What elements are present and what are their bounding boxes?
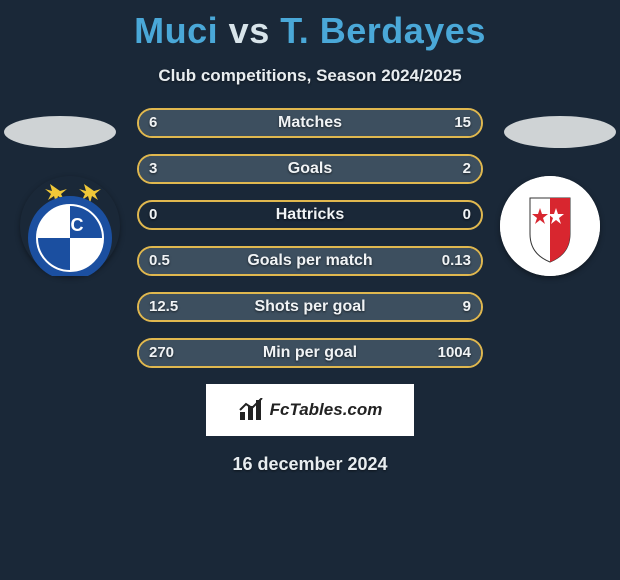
brand-chart-icon (238, 398, 266, 422)
stat-label: Goals (139, 156, 481, 182)
stat-label: Shots per goal (139, 294, 481, 320)
comparison-title: Muci vs T. Berdayes (0, 0, 620, 52)
subtitle: Club competitions, Season 2024/2025 (0, 66, 620, 86)
player2-name: T. Berdayes (280, 10, 486, 51)
stat-label: Matches (139, 110, 481, 136)
stat-row: 32Goals (137, 154, 483, 184)
stat-bars: 615Matches 32Goals 00Hattricks 0.50.13Goals… (137, 106, 483, 368)
player1-shadow (4, 116, 116, 148)
stat-row: 2701004Min per goal (137, 338, 483, 368)
vs-text: vs (229, 10, 270, 51)
brand-badge: FcTables.com (206, 384, 414, 436)
comparison-stage: GC 615Matches 32Goals 00Hattricks 0.50.13Go… (0, 106, 620, 368)
grasshoppers-crest-icon: GC (20, 176, 120, 276)
date-text: 16 december 2024 (0, 454, 620, 475)
stat-label: Hattricks (139, 202, 481, 228)
svg-text:GC: GC (57, 215, 84, 235)
player2-shadow (504, 116, 616, 148)
stat-row: 12.59Shots per goal (137, 292, 483, 322)
stat-label: Goals per match (139, 248, 481, 274)
stat-row: 0.50.13Goals per match (137, 246, 483, 276)
brand-text: FcTables.com (270, 400, 383, 420)
stat-row: 615Matches (137, 108, 483, 138)
stat-label: Min per goal (139, 340, 481, 366)
fc-sion-crest-icon (500, 176, 600, 276)
stat-row: 00Hattricks (137, 200, 483, 230)
player1-name: Muci (134, 10, 218, 51)
